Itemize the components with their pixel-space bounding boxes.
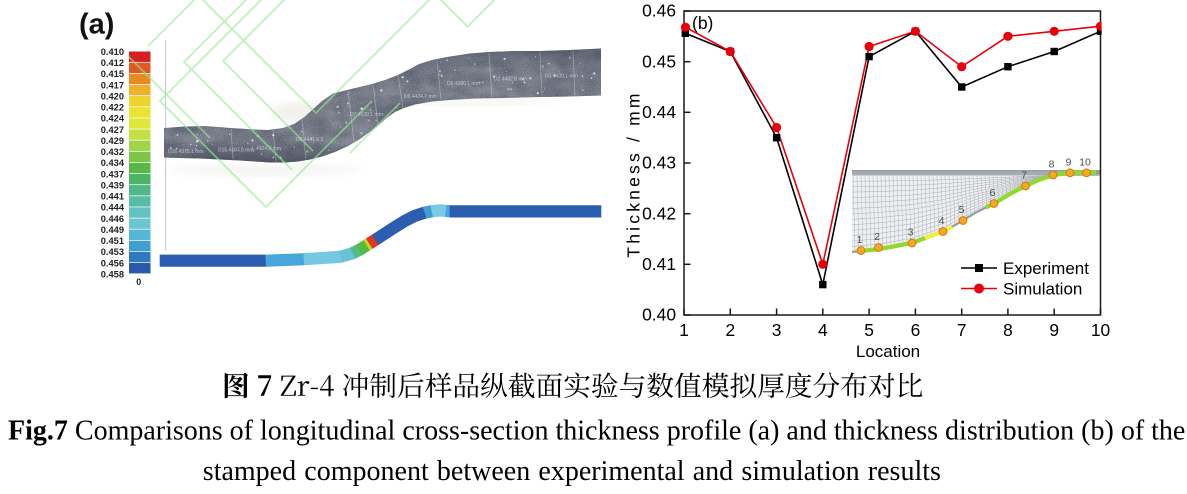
svg-text:0.43: 0.43 [642,153,676,173]
svg-text:Simulation: Simulation [1003,279,1082,298]
svg-text:10: 10 [1091,320,1110,340]
svg-text:0.420: 0.420 [101,91,124,101]
svg-text:1: 1 [679,320,689,340]
svg-text:0.434: 0.434 [101,158,125,168]
svg-text:(a): (a) [79,9,114,41]
svg-text:0.446: 0.446 [101,214,124,224]
svg-text:0.412: 0.412 [101,58,124,68]
svg-text:D2 4482.8 mm: D2 4482.8 mm [494,77,527,83]
svg-text:stamped component between expe: stamped component between experimental a… [203,456,941,487]
svg-text:9: 9 [1066,156,1072,168]
svg-text:6: 6 [990,187,996,199]
svg-text:5: 5 [864,320,874,340]
svg-text:8: 8 [1003,320,1013,340]
svg-text:Experiment: Experiment [1003,259,1089,278]
svg-text:5: 5 [959,204,965,216]
svg-text:0.422: 0.422 [101,103,124,113]
svg-text:0.40: 0.40 [642,305,676,325]
svg-text:1: 1 [857,234,863,246]
svg-text:(b): (b) [692,13,713,33]
svg-text:0: 0 [136,277,141,287]
svg-text:D6 4424.7 mm: D6 4424.7 mm [404,94,437,100]
svg-text:D7 4530.1 mm: D7 4530.1 mm [350,112,383,118]
svg-text:D8 4441.6 1: D8 4441.6 1 [296,137,323,143]
svg-text:0.453: 0.453 [101,247,124,257]
svg-text:0.410: 0.410 [101,47,124,57]
svg-text:0.432: 0.432 [101,147,124,157]
svg-text:7: 7 [1021,170,1027,182]
svg-text:4: 4 [939,215,945,227]
svg-text:0.46: 0.46 [642,1,676,21]
svg-text:0.444: 0.444 [101,203,125,213]
svg-text:0.437: 0.437 [101,169,124,179]
svg-text:2: 2 [874,231,880,243]
svg-text:0.458: 0.458 [101,270,124,280]
svg-text:0.45: 0.45 [642,51,676,71]
svg-text:9: 9 [1049,320,1059,340]
svg-text:0.417: 0.417 [101,80,124,90]
svg-text:D1 4430.1 mm: D1 4430.1 mm [545,74,578,80]
svg-text:0.441: 0.441 [101,192,124,202]
svg-text:Thickness / mm: Thickness / mm [624,90,644,257]
svg-text:Location: Location [856,342,920,361]
svg-text:D16 4375.1 mm: D16 4375.1 mm [168,149,204,155]
svg-text:0.41: 0.41 [642,254,676,274]
svg-text:Fig.7 Comparisons of longitudi: Fig.7 Comparisons of longitudinal cross-… [8,415,1185,446]
svg-text:0.427: 0.427 [101,125,124,135]
svg-text:3: 3 [772,320,782,340]
svg-text:0.439: 0.439 [101,181,124,191]
svg-text:4: 4 [818,320,828,340]
svg-text:L 4124.8 mm: L 4124.8 mm [252,146,281,152]
svg-text:0.456: 0.456 [101,258,124,268]
svg-text:6: 6 [911,320,921,340]
svg-text:0.429: 0.429 [101,136,124,146]
svg-text:2: 2 [725,320,735,340]
svg-text:10: 10 [1079,156,1091,168]
svg-text:8: 8 [1049,159,1055,171]
svg-text:0.44: 0.44 [642,102,676,122]
svg-text:0.449: 0.449 [101,225,124,235]
svg-text:0.451: 0.451 [101,236,124,246]
svg-text:0.424: 0.424 [101,114,125,124]
svg-text:3: 3 [908,227,914,239]
svg-text:7: 7 [957,320,967,340]
svg-text:0.42: 0.42 [642,203,676,223]
svg-text:D5 4380.1 mm: D5 4380.1 mm [447,81,480,87]
svg-text:D15 4387.5 mm: D15 4387.5 mm [218,148,254,154]
svg-text:0.415: 0.415 [101,69,124,79]
